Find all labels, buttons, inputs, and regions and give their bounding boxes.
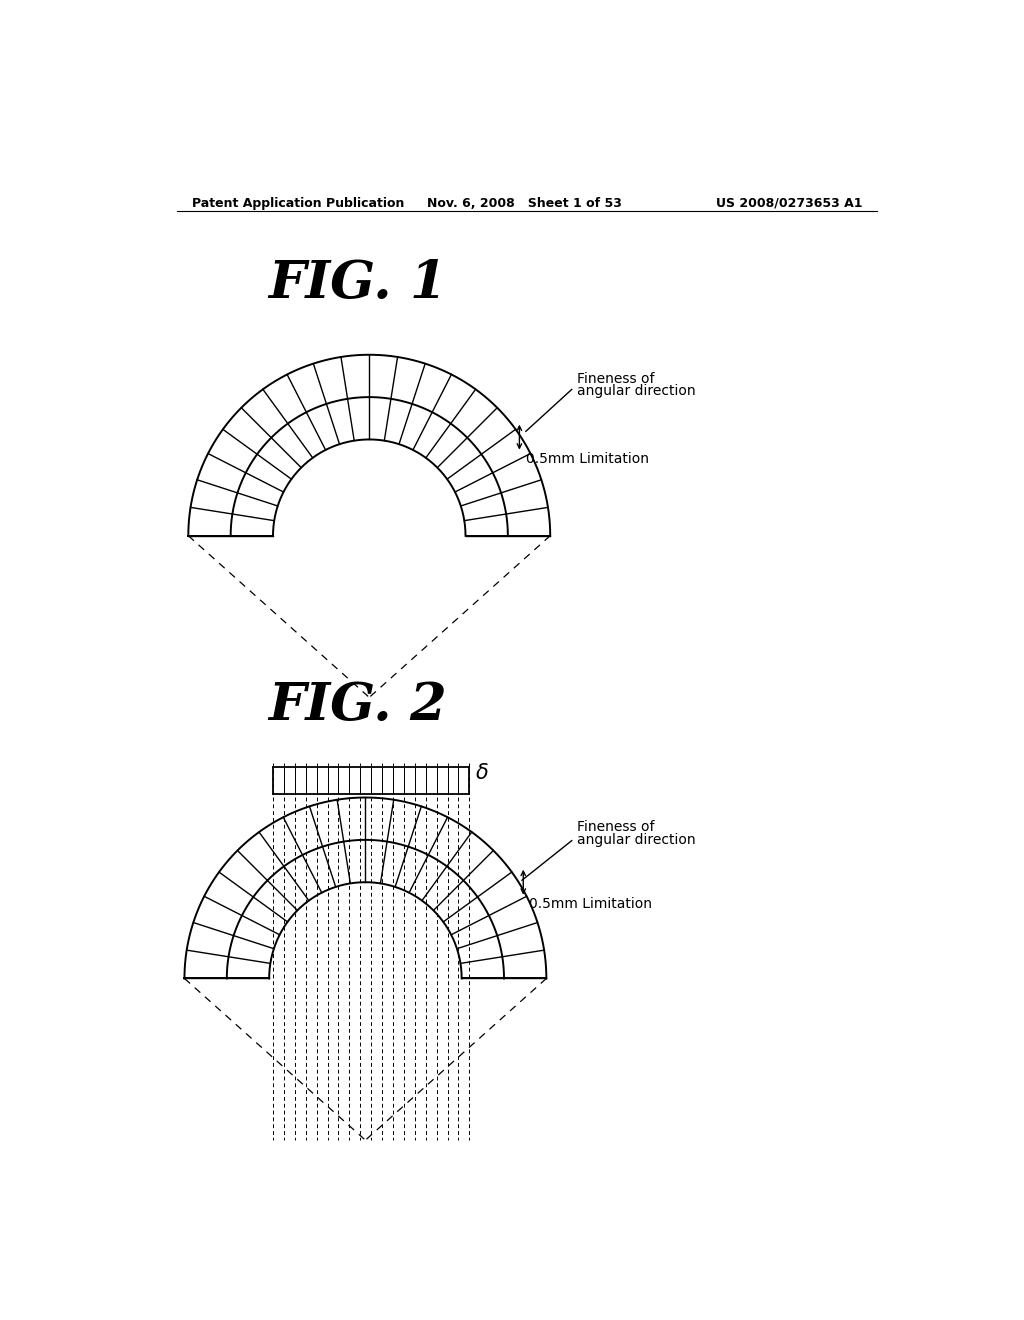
Text: FIG. 1: FIG. 1 [268,257,447,309]
Text: angular direction: angular direction [578,833,695,847]
Text: Fineness of: Fineness of [578,371,654,385]
Text: US 2008/0273653 A1: US 2008/0273653 A1 [716,197,862,210]
Text: Fineness of: Fineness of [578,821,654,834]
Text: Nov. 6, 2008   Sheet 1 of 53: Nov. 6, 2008 Sheet 1 of 53 [427,197,623,210]
Text: Patent Application Publication: Patent Application Publication [193,197,404,210]
Text: 0.5mm Limitation: 0.5mm Limitation [529,896,652,911]
Text: 0.5mm Limitation: 0.5mm Limitation [525,451,648,466]
Text: FIG. 2: FIG. 2 [268,680,447,730]
Text: angular direction: angular direction [578,384,695,397]
Text: δ: δ [475,763,488,783]
